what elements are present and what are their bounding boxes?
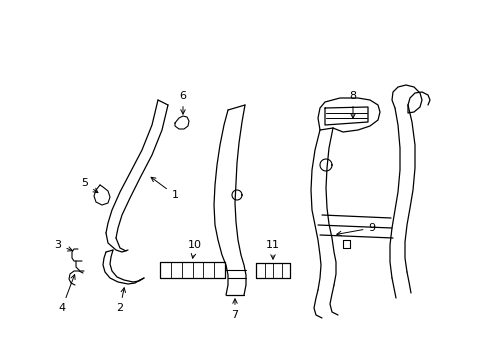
Text: 9: 9 xyxy=(336,223,375,236)
Text: 2: 2 xyxy=(116,288,125,313)
Text: 3: 3 xyxy=(54,240,72,251)
Text: 6: 6 xyxy=(179,91,186,114)
Text: 5: 5 xyxy=(81,178,98,193)
Text: 11: 11 xyxy=(265,240,280,259)
Text: 4: 4 xyxy=(59,275,75,313)
Text: 1: 1 xyxy=(151,177,178,200)
Text: 10: 10 xyxy=(187,240,202,258)
Text: 7: 7 xyxy=(231,299,238,320)
Text: 8: 8 xyxy=(349,91,356,118)
